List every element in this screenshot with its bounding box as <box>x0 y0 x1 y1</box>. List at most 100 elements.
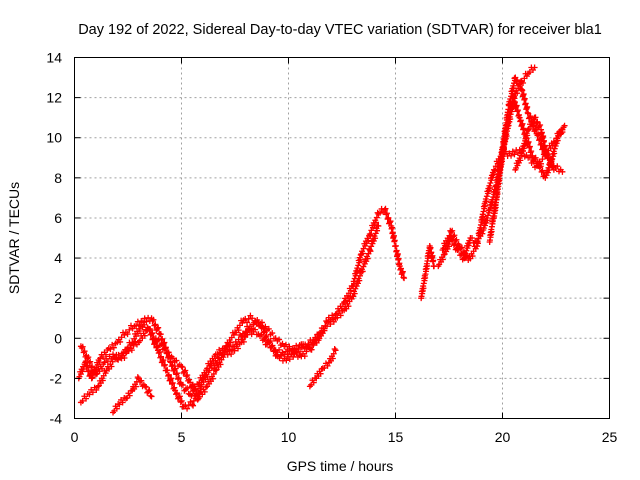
data-point <box>110 344 117 351</box>
series-track-6 <box>418 243 438 302</box>
series-track-8 <box>439 126 566 264</box>
data-point <box>164 367 171 374</box>
data-point <box>155 350 162 357</box>
data-point <box>149 336 156 343</box>
data-point <box>177 399 184 406</box>
data-point <box>448 228 455 235</box>
data-point <box>173 357 180 364</box>
data-point <box>526 69 533 76</box>
data-point <box>191 386 198 393</box>
data-point <box>161 362 168 369</box>
data-point <box>154 325 161 332</box>
data-point <box>547 159 554 166</box>
data-point <box>508 152 515 159</box>
data-point <box>159 358 166 365</box>
x-tick-label: 10 <box>281 429 297 445</box>
data-point <box>265 325 272 332</box>
data-point <box>254 317 261 324</box>
data-point <box>262 334 269 341</box>
data-point <box>514 90 521 97</box>
data-point <box>310 379 317 386</box>
data-point <box>271 347 278 354</box>
data-point <box>90 367 97 374</box>
data-point <box>234 345 241 352</box>
data-point <box>459 250 466 257</box>
data-point <box>490 166 497 173</box>
data-point <box>318 366 325 373</box>
data-point <box>440 251 447 258</box>
data-point <box>130 340 137 347</box>
x-tick-label: 15 <box>388 429 404 445</box>
data-point <box>267 338 274 345</box>
data-point <box>469 253 476 260</box>
data-point <box>398 265 405 272</box>
data-point <box>174 370 181 377</box>
data-point <box>171 384 178 391</box>
y-tick-label: 10 <box>46 130 62 146</box>
data-point <box>534 132 541 139</box>
data-point <box>364 255 371 262</box>
data-point <box>165 371 172 378</box>
grid-lines <box>74 57 610 419</box>
data-point <box>147 331 154 338</box>
data-point <box>452 238 459 245</box>
data-point <box>165 349 172 356</box>
axis-ticks: 0 5 10 15 20 25 -4 -2 0 2 4 6 8 10 12 14 <box>46 50 617 446</box>
data-point <box>156 348 163 355</box>
data-point <box>155 336 162 343</box>
data-point <box>559 168 566 175</box>
data-point <box>534 159 541 166</box>
data-point <box>529 121 536 128</box>
data-point <box>351 290 358 297</box>
data-point <box>365 237 372 244</box>
series-track-5 <box>306 346 339 390</box>
data-point <box>175 394 182 401</box>
data-point <box>175 374 182 381</box>
data-point <box>286 356 293 363</box>
data-point <box>154 343 161 350</box>
data-point <box>537 121 544 128</box>
data-point <box>143 384 150 391</box>
data-point <box>510 94 517 101</box>
data-point <box>548 158 555 165</box>
data-point <box>91 366 98 373</box>
data-point <box>84 355 91 362</box>
data-point <box>359 250 366 257</box>
data-point <box>391 237 398 244</box>
data-point <box>561 122 568 129</box>
data-point <box>276 336 283 343</box>
data-point <box>352 285 359 292</box>
data-point <box>528 148 535 155</box>
data-point <box>543 146 550 153</box>
data-point <box>317 370 324 377</box>
data-point <box>209 375 216 382</box>
data-point <box>399 268 406 275</box>
data-point <box>169 355 176 362</box>
data-point <box>148 393 155 400</box>
data-point <box>522 100 529 107</box>
data-point <box>245 316 252 323</box>
data-point <box>129 339 136 346</box>
data-point <box>297 348 304 355</box>
data-point <box>117 338 124 345</box>
data-point <box>449 227 456 234</box>
data-point <box>526 143 533 150</box>
data-point <box>332 347 339 354</box>
data-point <box>227 339 234 346</box>
data-point <box>258 325 265 332</box>
data-point <box>124 331 131 338</box>
data-point <box>516 80 523 87</box>
data-point <box>108 363 115 370</box>
data-point <box>381 206 388 213</box>
data-point <box>347 287 354 294</box>
data-point <box>186 376 193 383</box>
data-point <box>119 399 126 406</box>
data-point <box>429 252 436 259</box>
data-point <box>155 324 162 331</box>
data-point <box>303 344 310 351</box>
data-point <box>173 371 180 378</box>
data-point <box>538 168 545 175</box>
data-point <box>174 376 181 383</box>
data-point <box>173 389 180 396</box>
